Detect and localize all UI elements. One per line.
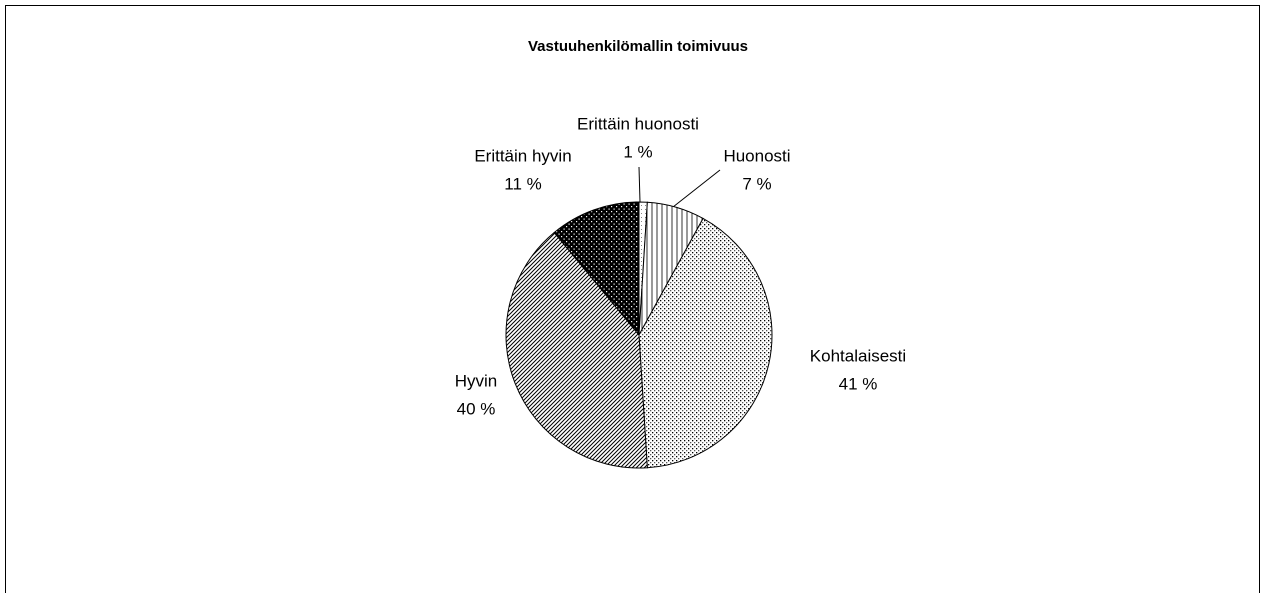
- chart-title: Vastuuhenkilömallin toimivuus: [528, 38, 748, 55]
- slice-label: Huonosti: [723, 146, 790, 165]
- slice-value-label: 11 %: [504, 174, 542, 193]
- slice-label: Kohtalaisesti: [810, 346, 906, 365]
- slice-label: Erittäin huonosti: [577, 114, 699, 133]
- slice-value-label: 7 %: [742, 174, 771, 193]
- pie-slice: [553, 201, 640, 337]
- slice-value-label: 41 %: [839, 374, 878, 393]
- pie-slice: [505, 231, 648, 469]
- pie-slice: [638, 217, 773, 469]
- chart-frame: [5, 5, 1260, 593]
- slice-label: Hyvin: [455, 371, 498, 390]
- slice-label: Erittäin hyvin: [474, 146, 571, 165]
- slice-value-label: 40 %: [457, 399, 496, 418]
- leader-line: [638, 166, 641, 203]
- leader-line: [672, 169, 721, 208]
- slice-value-label: 1 %: [623, 142, 652, 161]
